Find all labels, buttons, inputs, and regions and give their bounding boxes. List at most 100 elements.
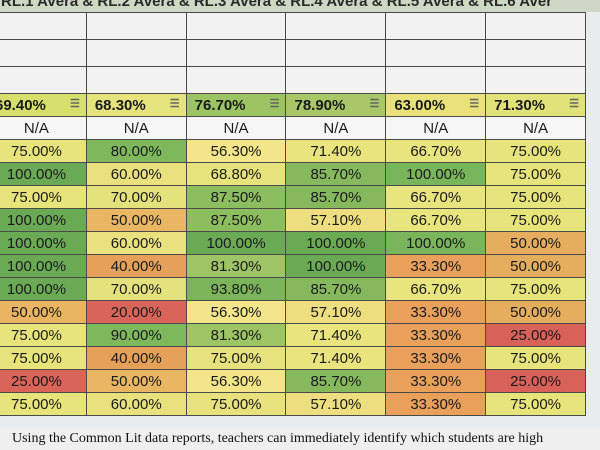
filter-icon[interactable]: ☰	[169, 98, 180, 110]
score-cell[interactable]: 75.00%	[185, 392, 287, 416]
score-cell[interactable]: 50.00%	[85, 369, 187, 393]
score-cell[interactable]: 75.00%	[485, 392, 586, 416]
na-cell[interactable]: N/A	[385, 116, 487, 140]
blank-cell[interactable]	[485, 39, 586, 67]
score-cell[interactable]: 60.00%	[85, 392, 187, 416]
score-cell[interactable]: 70.00%	[85, 277, 187, 301]
score-cell[interactable]: 50.00%	[85, 208, 187, 232]
score-cell[interactable]: 80.00%	[85, 139, 187, 163]
na-cell[interactable]: N/A	[485, 116, 586, 140]
score-cell[interactable]: 75.00%	[485, 208, 586, 232]
score-cell[interactable]: 33.30%	[385, 392, 487, 416]
na-cell[interactable]: N/A	[0, 116, 87, 140]
score-cell[interactable]: 75.00%	[485, 277, 586, 301]
score-cell[interactable]: 75.00%	[485, 162, 586, 186]
average-cell[interactable]: 68.30% ☰	[85, 93, 187, 117]
score-cell[interactable]: 100.00%	[0, 254, 87, 278]
score-cell[interactable]: 33.30%	[385, 254, 487, 278]
score-cell[interactable]: 75.00%	[0, 139, 87, 163]
score-cell[interactable]: 60.00%	[85, 162, 187, 186]
blank-cell[interactable]	[85, 12, 187, 40]
score-cell[interactable]: 100.00%	[0, 162, 87, 186]
score-cell[interactable]: 57.10%	[285, 300, 387, 324]
score-cell[interactable]: 87.50%	[185, 185, 287, 209]
score-cell[interactable]: 100.00%	[0, 277, 87, 301]
score-cell[interactable]: 85.70%	[285, 277, 387, 301]
score-cell[interactable]: 66.70%	[385, 277, 487, 301]
score-cell[interactable]: 25.00%	[485, 369, 586, 393]
score-cell[interactable]: 71.40%	[285, 139, 387, 163]
blank-cell[interactable]	[185, 12, 287, 40]
blank-cell[interactable]	[385, 12, 487, 40]
average-cell[interactable]: 71.30% ☰	[485, 93, 586, 117]
score-cell[interactable]: 71.40%	[285, 346, 387, 370]
score-cell[interactable]: 60.00%	[85, 231, 187, 255]
score-cell[interactable]: 81.30%	[185, 254, 287, 278]
blank-cell[interactable]	[0, 12, 87, 40]
score-cell[interactable]: 75.00%	[185, 346, 287, 370]
score-cell[interactable]: 81.30%	[185, 323, 287, 347]
score-cell[interactable]: 40.00%	[85, 254, 187, 278]
blank-cell[interactable]	[0, 66, 87, 94]
score-cell[interactable]: 50.00%	[485, 231, 586, 255]
score-cell[interactable]: 70.00%	[85, 185, 187, 209]
score-cell[interactable]: 57.10%	[285, 208, 387, 232]
score-cell[interactable]: 93.80%	[185, 277, 287, 301]
score-cell[interactable]: 33.30%	[385, 300, 487, 324]
filter-icon[interactable]: ☰	[569, 98, 579, 110]
average-cell[interactable]: 69.40% ☰	[0, 93, 87, 117]
filter-icon[interactable]: ☰	[369, 98, 380, 110]
score-cell[interactable]: 75.00%	[485, 139, 586, 163]
average-cell[interactable]: 63.00% ☰	[385, 93, 487, 117]
score-cell[interactable]: 75.00%	[0, 346, 87, 370]
blank-cell[interactable]	[385, 39, 487, 67]
score-cell[interactable]: 100.00%	[185, 231, 287, 255]
blank-cell[interactable]	[85, 66, 187, 94]
score-cell[interactable]: 100.00%	[285, 231, 387, 255]
na-cell[interactable]: N/A	[85, 116, 187, 140]
score-cell[interactable]: 85.70%	[285, 369, 387, 393]
score-cell[interactable]: 66.70%	[385, 139, 487, 163]
blank-cell[interactable]	[285, 39, 387, 67]
na-cell[interactable]: N/A	[285, 116, 387, 140]
score-cell[interactable]: 100.00%	[0, 231, 87, 255]
score-cell[interactable]: 57.10%	[285, 392, 387, 416]
blank-cell[interactable]	[85, 39, 187, 67]
score-cell[interactable]: 66.70%	[385, 185, 487, 209]
blank-cell[interactable]	[0, 39, 87, 67]
score-cell[interactable]: 50.00%	[485, 254, 586, 278]
score-cell[interactable]: 68.80%	[185, 162, 287, 186]
score-cell[interactable]: 40.00%	[85, 346, 187, 370]
score-cell[interactable]: 66.70%	[385, 208, 487, 232]
blank-cell[interactable]	[185, 66, 287, 94]
score-cell[interactable]: 50.00%	[485, 300, 586, 324]
score-cell[interactable]: 56.30%	[185, 139, 287, 163]
filter-icon[interactable]: ☰	[469, 98, 480, 110]
score-cell[interactable]: 56.30%	[185, 300, 287, 324]
score-cell[interactable]: 100.00%	[385, 231, 487, 255]
score-cell[interactable]: 75.00%	[0, 185, 87, 209]
score-cell[interactable]: 33.30%	[385, 323, 487, 347]
score-cell[interactable]: 90.00%	[85, 323, 187, 347]
score-cell[interactable]: 75.00%	[485, 346, 586, 370]
score-cell[interactable]: 100.00%	[385, 162, 487, 186]
score-cell[interactable]: 75.00%	[0, 323, 87, 347]
blank-cell[interactable]	[185, 39, 287, 67]
average-cell[interactable]: 78.90% ☰	[285, 93, 387, 117]
na-cell[interactable]: N/A	[185, 116, 287, 140]
filter-icon[interactable]: ☰	[69, 98, 80, 110]
score-cell[interactable]: 100.00%	[0, 208, 87, 232]
score-cell[interactable]: 20.00%	[85, 300, 187, 324]
filter-icon[interactable]: ☰	[269, 98, 280, 110]
blank-cell[interactable]	[285, 12, 387, 40]
score-cell[interactable]: 33.30%	[385, 346, 487, 370]
score-cell[interactable]: 25.00%	[0, 369, 87, 393]
blank-cell[interactable]	[385, 66, 487, 94]
score-cell[interactable]: 71.40%	[285, 323, 387, 347]
blank-cell[interactable]	[285, 66, 387, 94]
score-cell[interactable]: 56.30%	[185, 369, 287, 393]
average-cell[interactable]: 76.70% ☰	[185, 93, 287, 117]
blank-cell[interactable]	[485, 66, 586, 94]
score-cell[interactable]: 87.50%	[185, 208, 287, 232]
blank-cell[interactable]	[485, 12, 586, 40]
